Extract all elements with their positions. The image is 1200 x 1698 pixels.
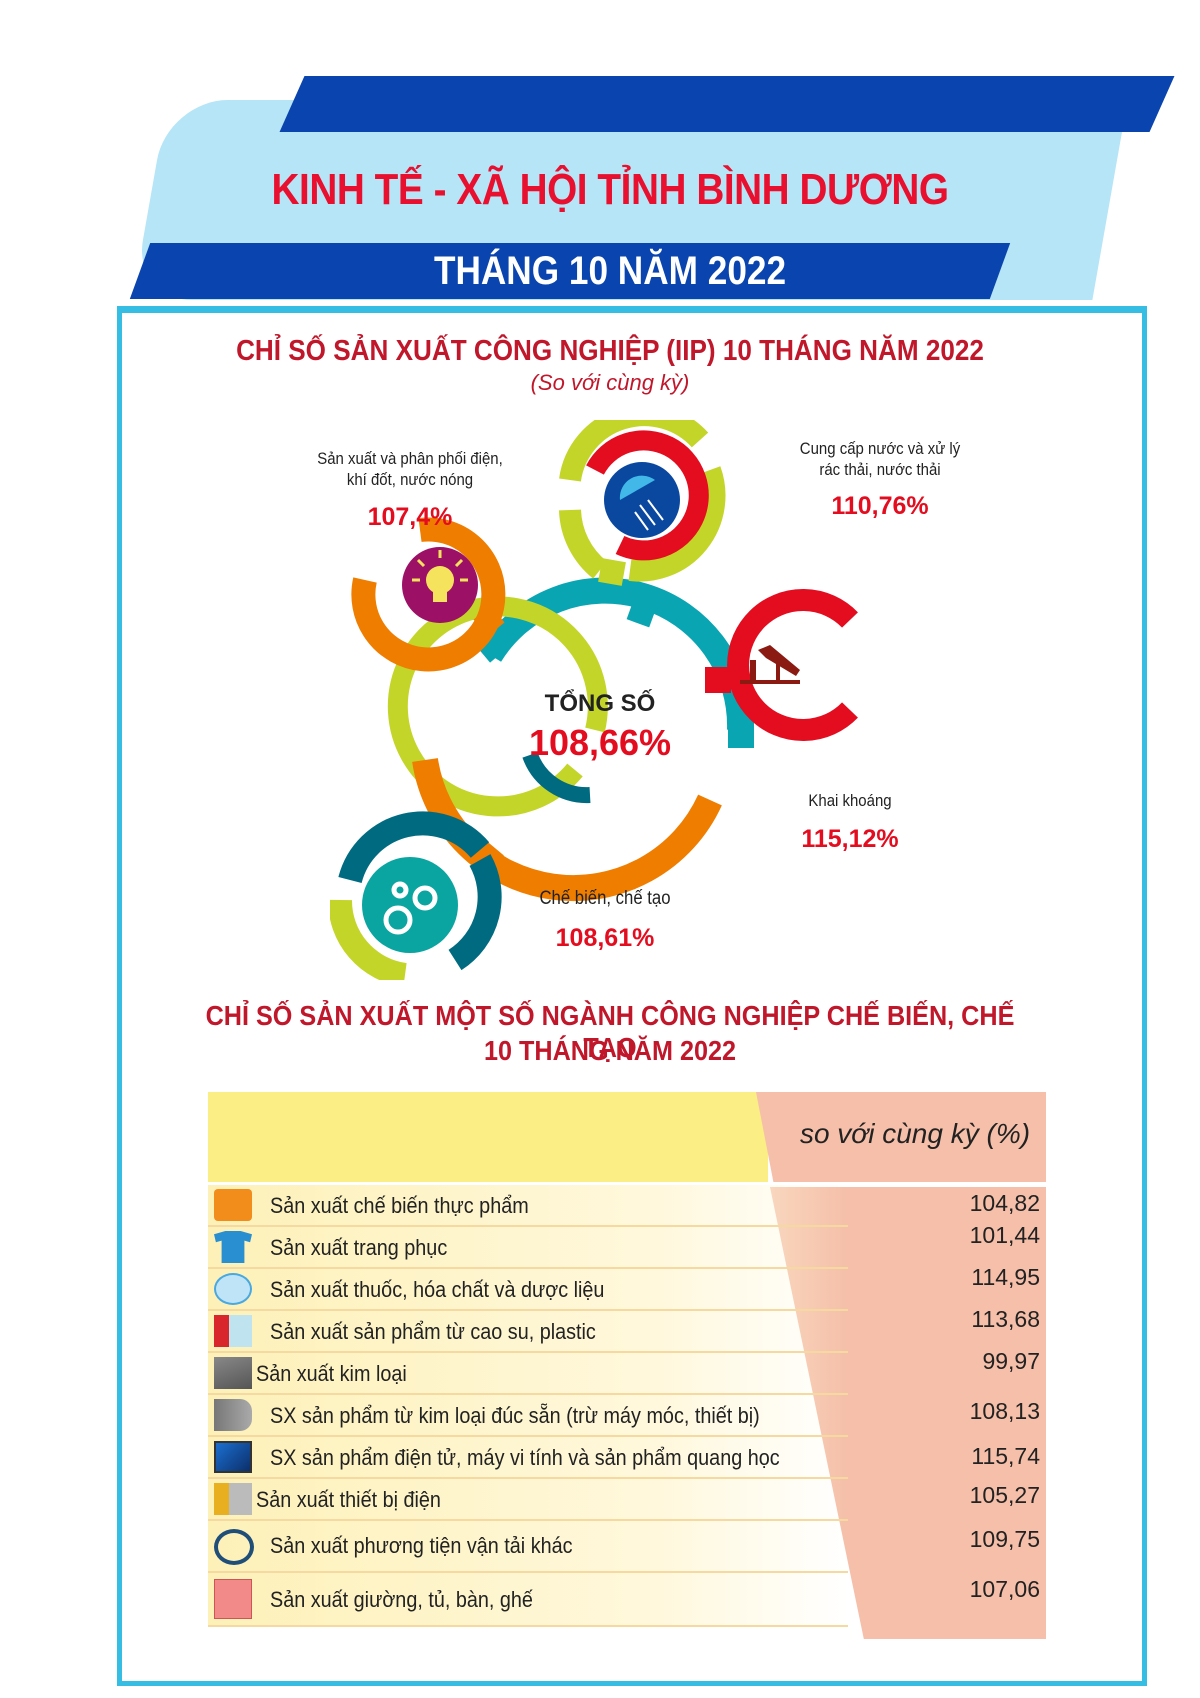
table-row: Sản xuất sản phẩm từ cao su, plastic: [208, 1311, 848, 1353]
row-value: 104,82: [969, 1190, 1040, 1216]
table-row: SX sản phẩm từ kim loại đúc sẵn (trừ máy…: [208, 1395, 848, 1437]
page-subtitle: THÁNG 10 NĂM 2022: [433, 249, 787, 293]
shirt-icon: [214, 1231, 252, 1263]
water-label: Cung cấp nước và xử lý rác thải, nước thả…: [799, 439, 961, 479]
steel-pipes-icon: [214, 1357, 252, 1389]
computer-icon: [214, 1441, 252, 1473]
multimeter-icon: [214, 1483, 252, 1515]
water-node: [559, 420, 726, 586]
mining-value: 115,12%: [801, 825, 899, 853]
row-value: 107,06: [969, 1576, 1040, 1602]
table-row: Sản xuất phương tiện vận tải khác: [208, 1521, 848, 1573]
orange-arc: [412, 758, 722, 902]
water-value: 110,76%: [831, 492, 929, 520]
table-row: Sản xuất thiết bị điện: [208, 1479, 848, 1521]
manufacturing-value: 108,61%: [555, 924, 655, 952]
electricity-value: 107,4%: [367, 503, 453, 531]
row-value: 109,75: [969, 1526, 1040, 1552]
table-row: Sản xuất chế biến thực phẩm: [208, 1185, 848, 1227]
iip-section-title: CHỈ SỐ SẢN XUẤT CÔNG NGHIỆP (IIP) 10 THÁ…: [236, 335, 984, 367]
row-value: 101,44: [969, 1222, 1040, 1248]
iip-diagram: [330, 420, 858, 980]
dark-teal-arc: [522, 752, 591, 804]
food-icon: [214, 1189, 252, 1221]
pills-icon: [214, 1273, 252, 1305]
bed-icon: [214, 1579, 252, 1619]
row-value: 99,97: [982, 1348, 1040, 1374]
table-row: Sản xuất thuốc, hóa chất và dược liệu: [208, 1269, 848, 1311]
row-value: 108,13: [969, 1398, 1040, 1424]
row-value: 113,68: [971, 1306, 1040, 1332]
manufacturing-label: Chế biến, chế tạo: [539, 888, 671, 909]
mfg-section-title-line2: 10 THÁNG NĂM 2022: [483, 1035, 737, 1066]
header-top-stripe: [279, 76, 1175, 132]
content-frame: [117, 306, 1147, 1686]
table-row: Sản xuất giường, tủ, bàn, ghế: [208, 1573, 848, 1627]
page-title: KINH TẾ - XÃ HỘI TỈNH BÌNH DƯƠNG: [271, 165, 949, 214]
column-header: so với cùng kỳ (%): [799, 1118, 1031, 1149]
electricity-label: Sản xuất và phân phối điện, khí đốt, nước…: [317, 449, 503, 489]
manufacturing-node: [330, 811, 502, 980]
total-value: 108,66%: [528, 722, 672, 763]
electricity-node: [351, 517, 506, 672]
total-label: TỔNG SỐ: [544, 690, 656, 717]
mfg-section-title-line1: CHỈ SỐ SẢN XUẤT MỘT SỐ NGÀNH CÔNG NGHIỆP…: [205, 1000, 1015, 1063]
row-value: 115,74: [971, 1443, 1040, 1469]
row-value: 105,27: [969, 1482, 1040, 1508]
table-header-right: [756, 1092, 1046, 1182]
metal-parts-icon: [214, 1399, 252, 1431]
mining-label: Khai khoáng: [808, 791, 892, 810]
table-row: SX sản phẩm điện tử, máy vi tính và sản …: [208, 1437, 848, 1479]
plastic-bottle-icon: [214, 1315, 252, 1347]
mining-node: [705, 589, 858, 741]
table-header-left: [208, 1092, 768, 1182]
row-value: 114,95: [971, 1264, 1040, 1290]
steering-wheel-icon: [214, 1529, 254, 1565]
iip-note: (So với cùng kỳ): [530, 370, 690, 395]
table-row: Sản xuất trang phục: [208, 1227, 848, 1269]
table-row: Sản xuất kim loại: [208, 1353, 848, 1395]
